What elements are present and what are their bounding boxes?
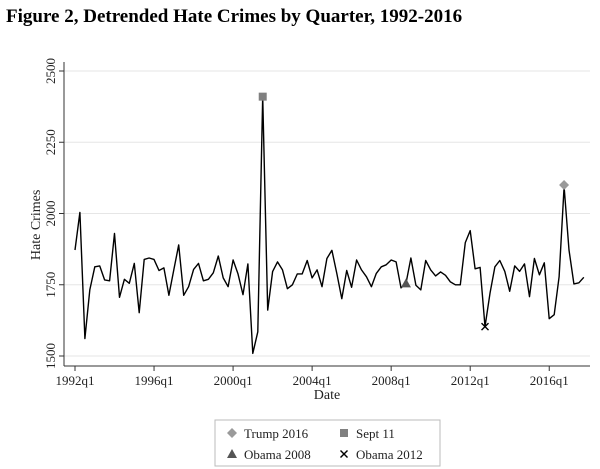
x-tick-label: 2012q1 [451, 373, 490, 388]
y-tick-label: 2250 [43, 129, 58, 155]
x-tick-label: 1996q1 [135, 373, 174, 388]
series-line [74, 96, 585, 355]
legend-symbol [340, 450, 348, 458]
x-axis-label: Date [314, 388, 340, 403]
y-tick-label: 1500 [43, 343, 58, 369]
legend-box [214, 419, 441, 467]
x-tick-label: 2008q1 [372, 373, 411, 388]
x-mark-stroke [481, 322, 490, 331]
x-mark-stroke [340, 450, 348, 458]
marker-sept-11 [258, 92, 267, 101]
legend-symbol [227, 428, 237, 438]
y-axis-label: Hate Crimes [29, 190, 44, 260]
legend-symbol [227, 449, 237, 458]
legend-label: Obama 2008 [244, 447, 311, 462]
x-tick-label: 1992q1 [56, 373, 95, 388]
x-tick-label: 2004q1 [293, 373, 332, 388]
chart-title: Figure 2, Detrended Hate Crimes by Quart… [6, 6, 463, 27]
marker-trump-2016 [559, 180, 570, 190]
legend-label: Trump 2016 [244, 426, 309, 441]
x-tick-label: 2016q1 [530, 373, 569, 388]
y-tick-label: 1750 [43, 272, 58, 298]
y-tick-label: 2500 [43, 58, 58, 84]
legend-label: Obama 2012 [356, 447, 423, 462]
x-tick-label: 2000q1 [214, 373, 253, 388]
legend-symbol [340, 429, 348, 437]
marker-obama-2012 [481, 322, 490, 331]
legend-label: Sept 11 [356, 426, 395, 441]
y-tick-label: 2000 [43, 201, 58, 227]
marker-obama-2008 [400, 278, 411, 288]
